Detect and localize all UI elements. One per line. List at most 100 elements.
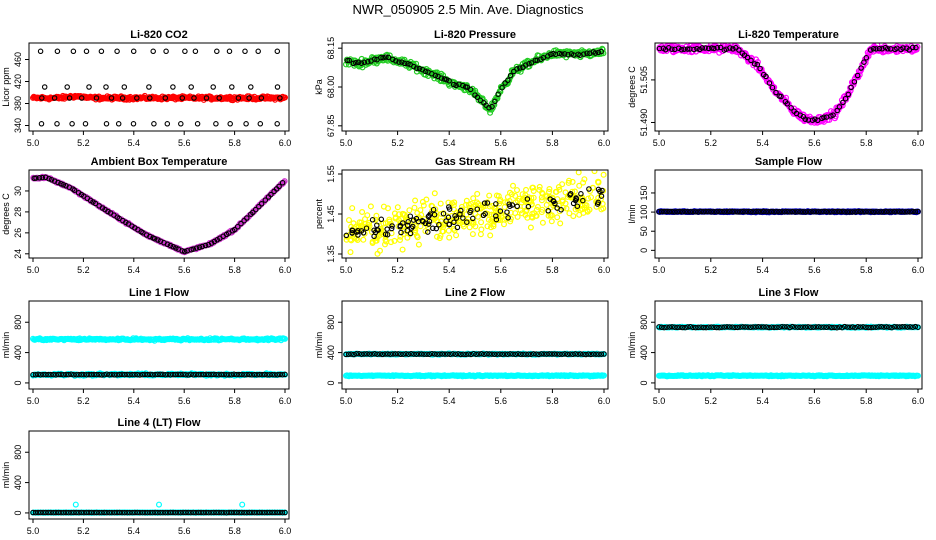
data-point (669, 324, 675, 330)
data-point (492, 98, 498, 105)
data-point (681, 46, 687, 52)
x-tick-label: 5.8 (228, 526, 241, 536)
data-point (902, 209, 908, 215)
data-point (800, 209, 806, 215)
data-point (401, 60, 408, 67)
data-point (807, 324, 814, 331)
x-tick-label: 5.0 (340, 138, 353, 148)
data-point (225, 230, 232, 236)
data-point (841, 209, 848, 215)
data-point (913, 44, 919, 51)
data-point (358, 351, 365, 357)
data-point (164, 121, 171, 127)
y-axis-label: degrees C (627, 66, 637, 108)
data-point (458, 203, 465, 210)
data-point (504, 209, 510, 215)
data-point (554, 351, 560, 357)
x-tick-label: 5.6 (495, 138, 508, 148)
data-point (405, 351, 412, 357)
data-point (181, 248, 188, 255)
data-point (154, 371, 161, 378)
x-tick-label: 6.0 (279, 526, 292, 536)
data-point (394, 204, 401, 211)
data-point (910, 324, 916, 330)
series-mean (656, 323, 921, 331)
data-point (147, 95, 153, 101)
data-point (369, 217, 376, 223)
data-point (674, 208, 681, 215)
data-point (854, 72, 861, 79)
data-point (91, 371, 97, 378)
y-tick-label: 26 (13, 228, 23, 238)
data-point (818, 324, 824, 330)
data-point (578, 191, 584, 197)
data-point (104, 371, 110, 377)
data-point (96, 371, 102, 378)
data-point (404, 222, 411, 229)
data-point (841, 323, 848, 330)
data-point (177, 371, 184, 378)
data-point (661, 324, 667, 331)
data-point (716, 208, 722, 215)
data-point (760, 208, 767, 215)
data-point (539, 190, 546, 197)
x-tick-label: 5.0 (653, 138, 666, 148)
x-tick-label: 5.2 (705, 265, 718, 275)
data-point (763, 73, 769, 80)
data-point (585, 351, 592, 357)
data-point (71, 187, 78, 193)
data-point (768, 208, 775, 215)
data-point (700, 324, 707, 331)
data-point (274, 372, 281, 378)
data-point (167, 371, 174, 378)
data-point (860, 209, 866, 215)
data-point (763, 208, 770, 215)
data-point (446, 204, 452, 210)
x-tick-label: 5.8 (860, 396, 873, 406)
data-point (400, 231, 407, 238)
data-point (195, 371, 202, 378)
data-point (515, 351, 521, 357)
data-point (30, 371, 36, 378)
data-point (737, 209, 743, 215)
data-point (355, 232, 361, 238)
data-point (223, 372, 230, 378)
data-point (716, 324, 722, 331)
data-point (185, 372, 192, 378)
data-point (776, 209, 783, 215)
y-tick-label: 1.55 (326, 165, 336, 183)
data-point (482, 211, 488, 217)
data-point (910, 208, 916, 215)
data-point (539, 219, 546, 226)
y-tick-label: 400 (326, 345, 336, 360)
y-tick-label: 400 (13, 345, 23, 360)
x-tick-label: 6.0 (912, 265, 925, 275)
data-point (430, 206, 437, 213)
data-point (565, 177, 572, 184)
data-point (144, 371, 151, 378)
data-point (577, 351, 584, 357)
data-point (390, 351, 396, 357)
data-point (50, 371, 57, 378)
data-point (279, 371, 286, 378)
x-tick-label: 5.8 (228, 265, 241, 275)
data-point (426, 212, 432, 219)
data-point (750, 324, 756, 330)
data-point (658, 324, 665, 331)
data-point (691, 46, 697, 53)
data-point (845, 91, 852, 98)
data-point (48, 371, 54, 378)
y-tick-label: 800 (13, 445, 23, 460)
data-point (592, 50, 599, 56)
data-point (902, 324, 908, 330)
data-point (478, 351, 485, 357)
data-point (242, 48, 248, 55)
x-tick-label: 5.8 (860, 138, 873, 148)
data-point (254, 372, 260, 378)
data-point (760, 324, 767, 330)
data-point (904, 324, 911, 330)
plot-frame (28, 169, 290, 259)
data-point (476, 351, 482, 357)
data-point (478, 226, 485, 233)
